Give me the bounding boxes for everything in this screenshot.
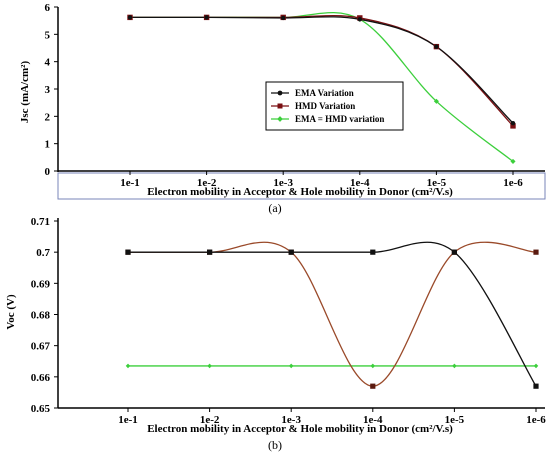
chart-b-ytick-label: 0.66 <box>31 372 51 384</box>
legend-label-hmd: HMD Variation <box>295 101 355 111</box>
chart-b: 0.65 0.66 0.67 0.68 0.69 0.7 0.71 1e-1 1e-2 1e-3… <box>5 216 546 452</box>
point-ema <box>204 15 209 20</box>
chart-a-ylabel: Jsc (mA/cm²) <box>19 61 31 124</box>
legend-label-equal: EMA = HMD variation <box>295 114 384 124</box>
chart-b-ytick-label: 0.69 <box>31 278 51 290</box>
chart-b-ylabel: Voc (V) <box>5 294 17 330</box>
chart-b-caption: (b) <box>268 438 282 452</box>
chart-b-ytick-label: 0.67 <box>31 341 51 353</box>
chart-a-caption: (a) <box>268 201 281 215</box>
legend-marker-ema <box>277 90 283 96</box>
legend-marker-hmd <box>277 103 283 109</box>
series-line-b-hmd <box>127 241 537 387</box>
chart-b-xtick-label: 1e-3 <box>281 414 301 426</box>
point-hmd <box>510 123 516 129</box>
chart-a-ytick-label: 6 <box>45 2 51 14</box>
point-b-ema <box>125 249 131 255</box>
point-b-ema <box>370 249 376 255</box>
chart-b-xtick-label: 1e-4 <box>363 414 383 426</box>
chart-b-ytick-label: 0.71 <box>31 216 50 228</box>
chart-a-xtick-label: 1e-4 <box>350 177 370 189</box>
series-line-ema <box>129 16 514 124</box>
point-b-equal <box>452 363 457 369</box>
chart-a-xlabel-box <box>57 172 546 200</box>
point-b-equal <box>125 363 131 369</box>
point-b-equal <box>533 363 539 369</box>
chart-a: 0 1 2 3 4 5 6 1e-1 1e-2 1e-3 1e-4 1e-5 1e-6 Jsc (mA… <box>19 2 546 215</box>
chart-a-xtick-label: 1e-1 <box>120 177 140 189</box>
chart-b-xtick-label: 1e-6 <box>526 414 546 426</box>
chart-a-xtick-label: 1e-6 <box>503 177 523 189</box>
point-b-equal <box>288 363 294 369</box>
chart-a-xtick-label: 1e-3 <box>273 177 293 189</box>
point-ema <box>357 17 362 22</box>
point-b-ema <box>533 383 539 389</box>
point-b-ema <box>451 249 457 255</box>
chart-a-ytick-label: 2 <box>45 111 51 123</box>
chart-a-xtick-label: 1e-2 <box>197 177 217 189</box>
chart-b-xtick-label: 1e-2 <box>200 414 220 426</box>
chart-b-xtick-label: 1e-1 <box>118 414 138 426</box>
chart-a-xlabel: Electron mobility in Acceptor & Hole mob… <box>147 186 453 198</box>
point-b-ema <box>207 249 213 255</box>
chart-a-ytick-label: 3 <box>45 84 51 96</box>
chart-b-ytick-label: 0.65 <box>31 403 51 415</box>
point-b-equal <box>207 363 212 369</box>
point-ema <box>434 44 439 49</box>
legend-marker-equal <box>277 116 283 122</box>
point-ema <box>127 15 133 20</box>
chart-b-ytick-label: 0.68 <box>31 310 51 322</box>
chart-a-ytick-label: 5 <box>45 29 51 41</box>
point-b-ema <box>288 249 294 255</box>
chart-b-xtick-label: 1e-5 <box>445 414 465 426</box>
chart-a-ytick-label: 4 <box>45 57 51 69</box>
point-ema <box>281 15 286 21</box>
point-ema <box>510 120 516 126</box>
chart-a-xtick-label: 1e-5 <box>427 177 447 189</box>
legend-label-ema: EMA Variation <box>295 88 354 98</box>
chart-a-ytick-label: 1 <box>45 139 51 151</box>
chart-a-legend: EMA Variation HMD Variation EMA = HMD va… <box>265 81 404 131</box>
point-b-equal <box>370 363 376 369</box>
series-line-b-ema <box>127 241 537 387</box>
point-b-hmd <box>370 383 376 389</box>
chart-b-xlabel: Electron mobility in Acceptor & Hole mob… <box>147 423 453 435</box>
chart-b-ytick-label: 0.7 <box>36 247 50 259</box>
chart-a-ytick-label: 0 <box>45 166 51 178</box>
point-b-hmd <box>533 249 539 255</box>
